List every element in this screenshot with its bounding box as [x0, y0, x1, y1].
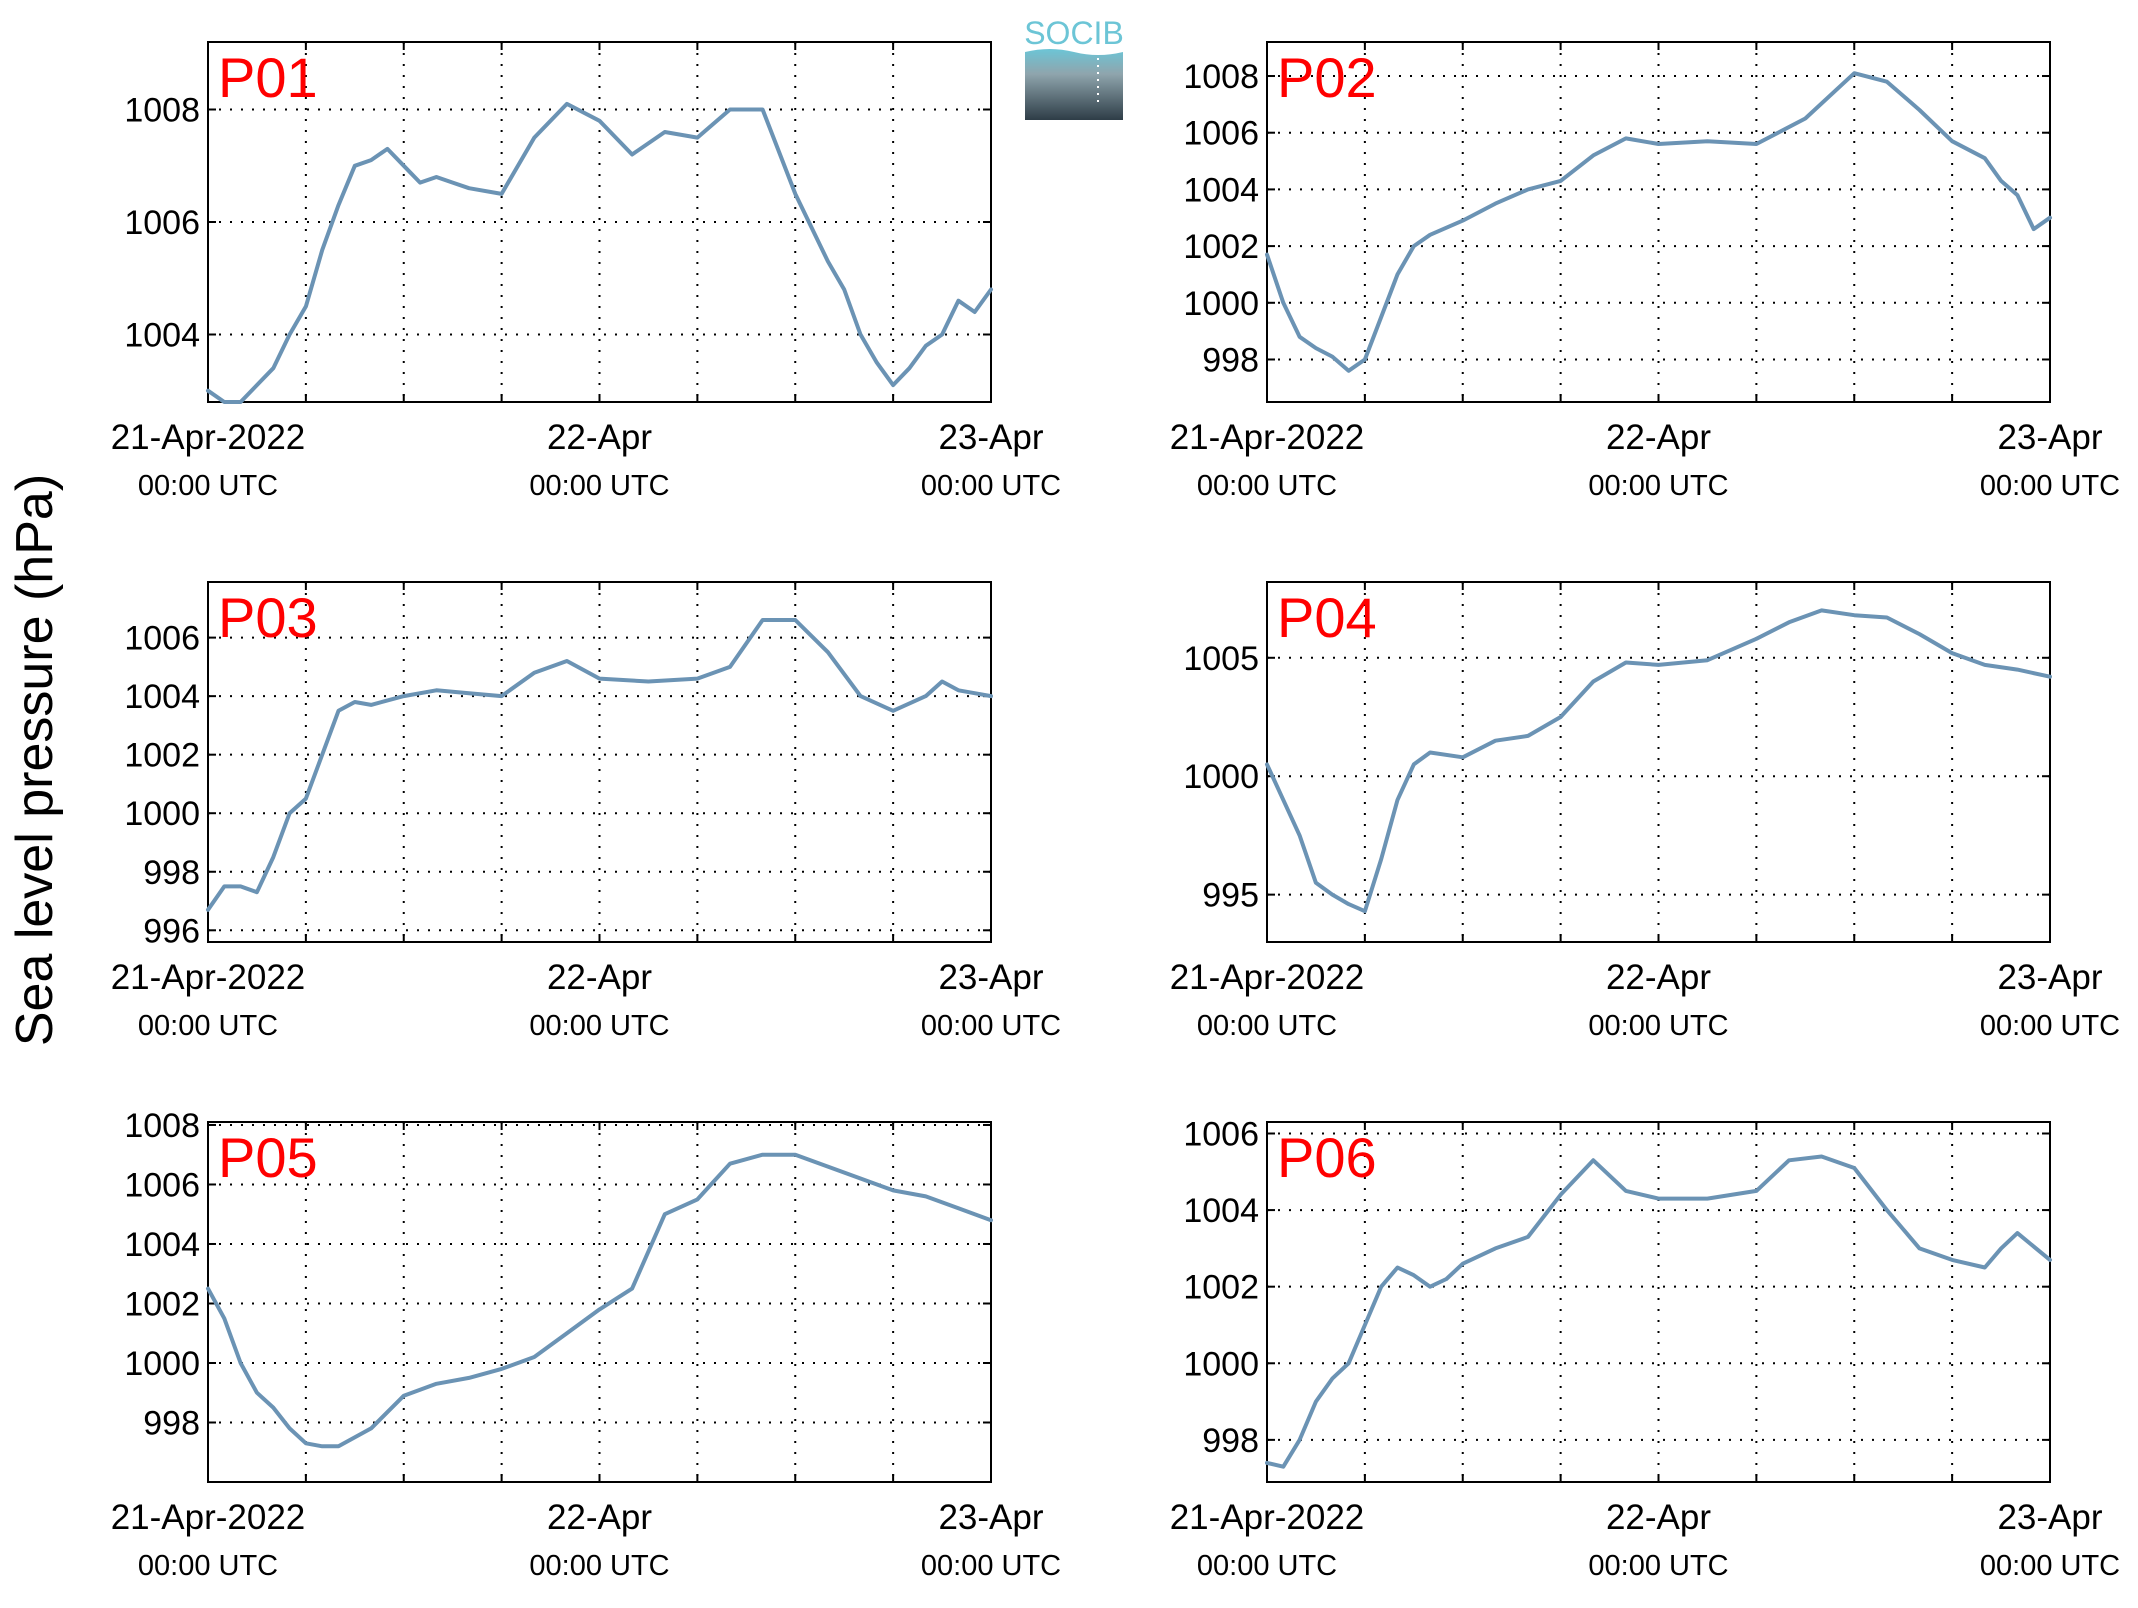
axes-frame [1266, 581, 2051, 943]
y-tick-label: 998 [1202, 341, 1259, 379]
x-tick-label: 23-Apr [938, 418, 1043, 457]
x-tick-label: 22-Apr [1606, 1498, 1711, 1537]
series-line-p03 [206, 618, 993, 912]
panel-p06: 998 1000 1002 1004 1006 21-Apr-2022 00:00 UTC 2… [1170, 1115, 2120, 1582]
x-tick-label: 23-Apr [1997, 1498, 2102, 1537]
x-tick-sublabel: 00:00 UTC [138, 1010, 278, 1042]
axes-frame [1266, 1121, 2051, 1483]
y-tick-label: 1008 [1183, 58, 1259, 96]
y-tick-label: 1002 [1183, 228, 1259, 266]
y-tick-label: 1002 [124, 1285, 200, 1323]
x-tick-sublabel: 00:00 UTC [1588, 1550, 1728, 1582]
x-tick-label: 21-Apr-2022 [111, 1498, 306, 1537]
axes-frame [207, 581, 992, 943]
x-tick-label: 22-Apr [547, 1498, 652, 1537]
logo-text: SOCIB [1024, 15, 1124, 51]
logo-wave-icon [1025, 49, 1123, 120]
x-tick-sublabel: 00:00 UTC [1980, 1010, 2120, 1042]
x-tick-sublabel: 00:00 UTC [1980, 1550, 2120, 1582]
panel-p04: 995 1000 1005 21-Apr-2022 00:00 UTC 22-Apr 00:… [1170, 581, 2120, 1042]
x-tick-label: 22-Apr [547, 418, 652, 457]
y-tick-label: 1000 [124, 795, 200, 833]
series-line-p01 [206, 101, 993, 404]
x-tick-label: 23-Apr [1997, 418, 2102, 457]
y-tick-label: 1006 [1183, 115, 1259, 153]
socib-logo: SOCIB [1024, 15, 1124, 120]
y-tick-label: 998 [143, 1404, 200, 1442]
panel-p02: 998 1000 1002 1004 1006 1008 21-Apr-2022 00:00 … [1170, 41, 2120, 502]
y-tick-label: 996 [143, 912, 200, 950]
y-tick-label: 1000 [1183, 758, 1259, 796]
panel-label: P06 [1277, 1126, 1377, 1189]
y-tick-label: 1002 [124, 737, 200, 775]
series-line-p05 [206, 1152, 993, 1449]
x-tick-label: 23-Apr [938, 1498, 1043, 1537]
series-line-p04 [1265, 608, 2052, 914]
x-tick-sublabel: 00:00 UTC [1588, 1010, 1728, 1042]
y-tick-label: 1004 [1183, 171, 1259, 209]
y-tick-label: 1006 [1183, 1115, 1259, 1153]
x-tick-label: 21-Apr-2022 [111, 958, 306, 997]
y-tick-label: 1000 [1183, 285, 1259, 323]
y-tick-label: 1006 [124, 1166, 200, 1204]
panel-label: P04 [1277, 586, 1377, 649]
x-tick-label: 21-Apr-2022 [1170, 958, 1365, 997]
x-tick-label: 23-Apr [938, 958, 1043, 997]
x-tick-label: 22-Apr [1606, 418, 1711, 457]
panel-label: P01 [218, 46, 318, 109]
y-tick-label: 998 [143, 854, 200, 892]
y-tick-label: 1000 [124, 1345, 200, 1383]
y-tick-label: 1000 [1183, 1345, 1259, 1383]
y-axis-label: Sea level pressure (hPa) [6, 474, 64, 1046]
x-tick-sublabel: 00:00 UTC [138, 1550, 278, 1582]
x-tick-sublabel: 00:00 UTC [529, 1550, 669, 1582]
axes-frame [207, 1121, 992, 1483]
x-tick-label: 22-Apr [1606, 958, 1711, 997]
x-tick-sublabel: 00:00 UTC [1588, 470, 1728, 502]
x-tick-sublabel: 00:00 UTC [1197, 470, 1337, 502]
panel-label: P05 [218, 1126, 318, 1189]
x-tick-sublabel: 00:00 UTC [921, 1010, 1061, 1042]
y-tick-label: 1006 [124, 204, 200, 242]
y-tick-label: 1004 [1183, 1192, 1259, 1230]
y-tick-label: 1005 [1183, 640, 1259, 678]
series-line-p02 [1265, 71, 2052, 373]
panel-p05: 998 1000 1002 1004 1006 1008 21-Apr-2022 00:00 … [111, 1107, 1061, 1582]
x-tick-label: 21-Apr-2022 [111, 418, 306, 457]
y-tick-label: 1004 [124, 1226, 200, 1264]
y-tick-label: 1004 [124, 317, 200, 355]
y-tick-label: 1008 [124, 92, 200, 130]
axes-frame [1266, 41, 2051, 403]
series-line-p06 [1265, 1154, 2052, 1469]
x-tick-sublabel: 00:00 UTC [1197, 1010, 1337, 1042]
axes-frame [207, 41, 992, 403]
x-tick-sublabel: 00:00 UTC [921, 470, 1061, 502]
x-tick-label: 22-Apr [547, 958, 652, 997]
panel-label: P03 [218, 586, 318, 649]
x-tick-label: 21-Apr-2022 [1170, 418, 1365, 457]
x-tick-sublabel: 00:00 UTC [1197, 1550, 1337, 1582]
y-tick-label: 1002 [1183, 1269, 1259, 1307]
y-tick-label: 1008 [124, 1107, 200, 1145]
y-tick-label: 995 [1202, 877, 1259, 915]
x-tick-label: 21-Apr-2022 [1170, 1498, 1365, 1537]
y-tick-label: 1004 [124, 678, 200, 716]
x-tick-label: 23-Apr [1997, 958, 2102, 997]
panel-p01: 1004 1006 1008 21-Apr-2022 00:00 UTC 22-Apr 00… [111, 41, 1061, 502]
x-tick-sublabel: 00:00 UTC [529, 1010, 669, 1042]
x-tick-sublabel: 00:00 UTC [921, 1550, 1061, 1582]
panel-p03: 996 998 1000 1002 1004 1006 21-Apr-2022 00:00 U… [111, 581, 1061, 1042]
x-tick-sublabel: 00:00 UTC [1980, 470, 2120, 502]
y-tick-label: 998 [1202, 1422, 1259, 1460]
x-tick-sublabel: 00:00 UTC [138, 470, 278, 502]
x-tick-sublabel: 00:00 UTC [529, 470, 669, 502]
panel-label: P02 [1277, 46, 1377, 109]
y-tick-label: 1006 [124, 620, 200, 658]
